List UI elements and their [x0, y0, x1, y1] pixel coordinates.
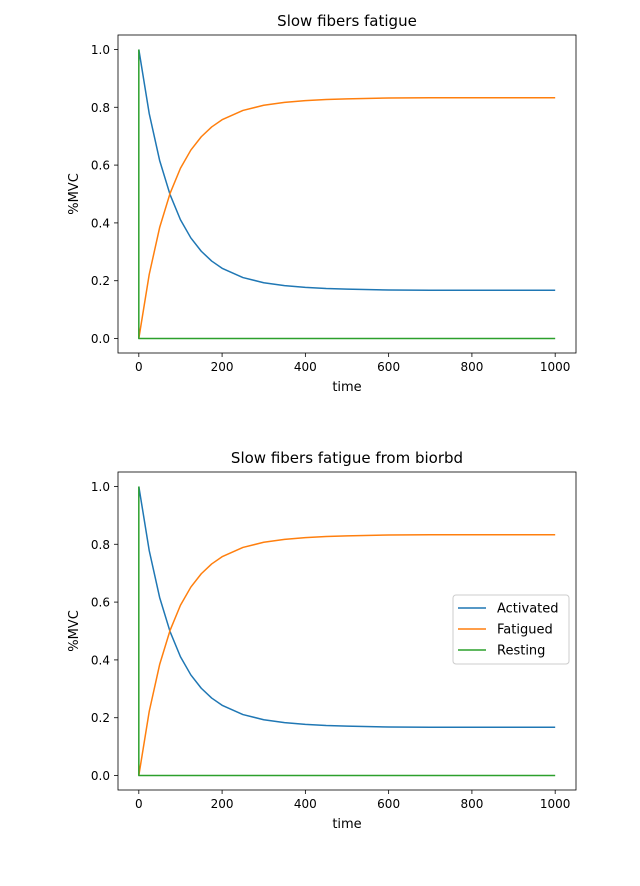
- x-axis-label: time: [332, 380, 361, 395]
- series-line-2: [138, 49, 556, 340]
- chart-title: Slow fibers fatigue from biorbd: [231, 449, 463, 467]
- series-line-fatigued: [138, 533, 556, 776]
- x-tick-label: 400: [294, 360, 317, 374]
- series-line-0: [138, 49, 556, 292]
- y-axis-label: %MVC: [67, 610, 82, 652]
- legend-label-resting: Resting: [497, 644, 545, 659]
- axes-frame: [117, 34, 577, 354]
- chart-slow-fibers-fatigue-from-biorbd: 0 200 400 600 800 1000 0.0 0.2 0.4 0.6 0.8 1.0 Slow …: [67, 449, 577, 832]
- x-tick-label: 600: [377, 797, 400, 811]
- y-tick-label: 0.6: [91, 159, 110, 173]
- y-tick-label: 0.4: [91, 653, 110, 667]
- y-tick-label: 0.2: [91, 274, 110, 288]
- legend-label-fatigued: Fatigued: [497, 623, 553, 638]
- chart-slow-fibers-fatigue: 0 200 400 600 800 1000 0.0 0.2 0.4 0.6 0.8 1.0 Slow …: [67, 12, 577, 395]
- legend: Activated Fatigued Resting: [452, 594, 570, 665]
- x-tick-label: 1000: [540, 360, 571, 374]
- y-tick-label: 0.4: [91, 216, 110, 230]
- y-tick-label: 0.6: [91, 596, 110, 610]
- x-axis-label: time: [332, 817, 361, 832]
- series-line-resting: [138, 486, 556, 777]
- x-tick-label: 600: [377, 360, 400, 374]
- y-axis-label: %MVC: [67, 173, 82, 215]
- y-tick-label: 0.0: [91, 769, 110, 783]
- series-line-1: [138, 96, 556, 339]
- y-tick-label: 0.2: [91, 711, 110, 725]
- x-tick-label: 0: [135, 797, 143, 811]
- y-tick-label: 0.8: [91, 538, 110, 552]
- legend-label-activated: Activated: [497, 602, 559, 617]
- x-tick-label: 1000: [540, 797, 571, 811]
- x-tick-label: 400: [294, 797, 317, 811]
- series-line-activated: [138, 486, 556, 729]
- chart-title: Slow fibers fatigue: [277, 12, 417, 30]
- x-tick-label: 200: [211, 360, 234, 374]
- x-tick-label: 200: [211, 797, 234, 811]
- axes-frame: [117, 471, 577, 791]
- legend-box: [452, 594, 570, 665]
- x-tick-label: 800: [460, 360, 483, 374]
- y-tick-label: 1.0: [91, 43, 110, 57]
- y-tick-label: 0.0: [91, 332, 110, 346]
- y-tick-label: 0.8: [91, 101, 110, 115]
- x-tick-label: 800: [460, 797, 483, 811]
- y-tick-label: 1.0: [91, 480, 110, 494]
- x-tick-label: 0: [135, 360, 143, 374]
